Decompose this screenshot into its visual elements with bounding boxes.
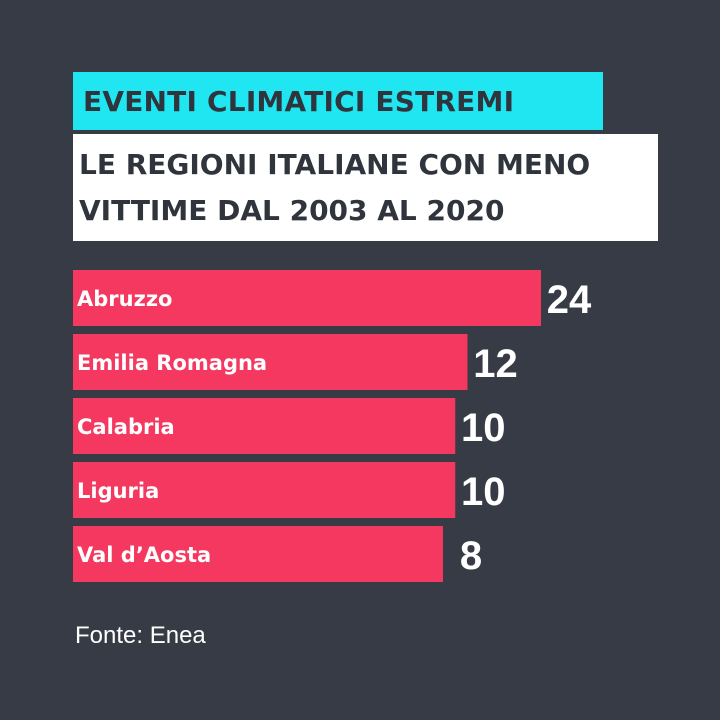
bar-category-label: Calabria: [77, 415, 175, 439]
source-note: Fonte: Enea: [75, 622, 206, 649]
bar: [73, 526, 443, 582]
chart-title: EVENTI CLIMATICI ESTREMI: [73, 72, 603, 130]
subtitle-line: VITTIME DAL 2003 AL 2020: [79, 194, 505, 227]
bar: [73, 334, 468, 390]
bar-value-label: 12: [473, 342, 518, 386]
bar-value-label: 8: [460, 534, 482, 578]
bar-category-label: Emilia Romagna: [77, 351, 267, 375]
bar: [73, 398, 456, 454]
bar-value-label: 10: [461, 470, 506, 514]
bar-category-label: Abruzzo: [77, 287, 172, 311]
chart-subtitle: LE REGIONI ITALIANE CON MENO VITTIME DAL…: [73, 134, 658, 241]
bar-category-label: Val d’Aosta: [77, 543, 211, 567]
bar: [73, 270, 541, 326]
bar: [73, 462, 456, 518]
bar-category-label: Liguria: [77, 479, 159, 503]
subtitle-line: LE REGIONI ITALIANE CON MENO: [79, 148, 591, 181]
bar-value-label: 24: [547, 278, 592, 322]
bar-value-label: 10: [461, 406, 506, 450]
